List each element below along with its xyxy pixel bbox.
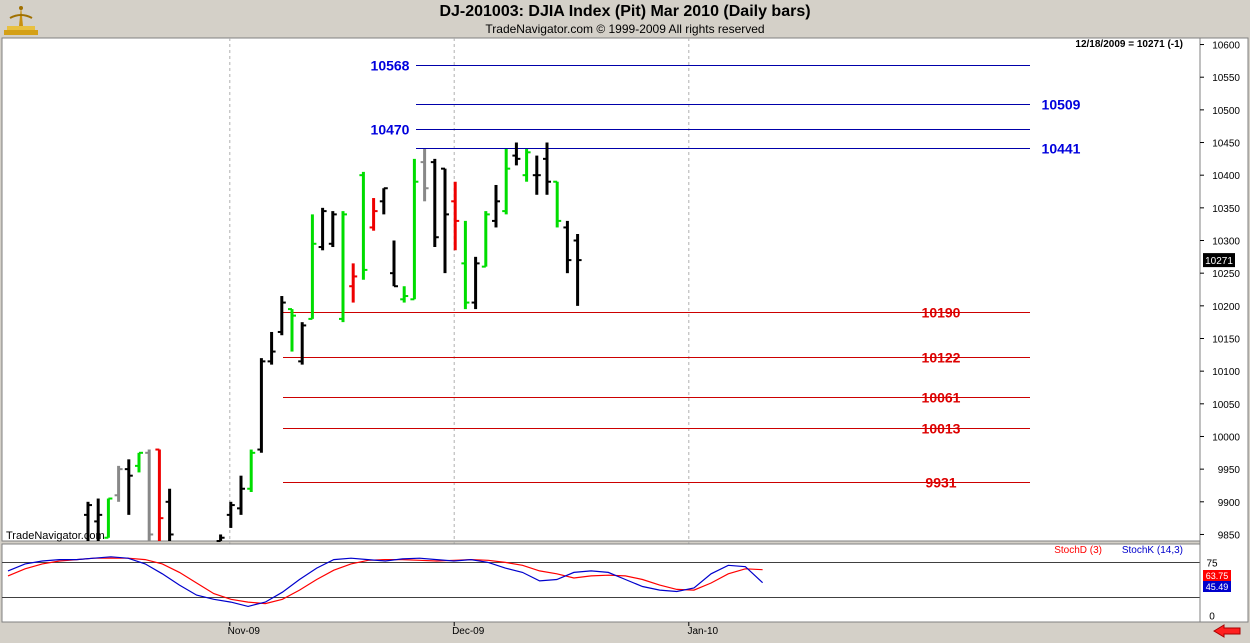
level-label: 10568 [371,58,410,74]
stoch-readout-value: 45.49 [1206,582,1229,592]
x-tick-label: Dec-09 [452,626,485,637]
stoch-series-line [7,556,764,608]
y-tick-label: 10250 [1212,269,1240,280]
price-panel[interactable]: 10568 10509 10470 10441 10190 10122 10061 10013… [1,37,1201,622]
stoch-readout-box [1203,570,1231,581]
price-plot-background [1,37,1201,542]
x-tick-label: Jan-10 [688,626,719,637]
stochastic-panel[interactable]: StochD (3) StochK (14,3) [1,543,1201,623]
y-tick-label: 10100 [1212,367,1240,378]
y-tick-label: 9900 [1218,498,1241,509]
y-tick-label: 10000 [1212,432,1240,443]
last-price-box [1203,253,1235,268]
level-label: 10061 [922,390,961,406]
y-axis-background [1199,37,1249,623]
y-tick-label: 10600 [1212,41,1240,52]
stoch-series-line [7,557,763,605]
y-tick-label: 9950 [1218,465,1241,476]
last-price-label: 10271 [1205,256,1233,267]
level-label: 10509 [1042,97,1081,113]
level-label: 9931 [925,475,956,491]
stoch-axis-label: 0 [1209,612,1215,623]
y-tick-label: 10500 [1212,106,1240,117]
level-label: 10441 [1042,141,1081,157]
stoch-readout-value: 63.75 [1206,571,1229,581]
stoch-legend-entry: StochD (3) [1054,545,1102,556]
watermark-text: TradeNavigator.com [6,530,105,542]
y-tick-label: 10400 [1212,171,1240,182]
y-tick-label: 10200 [1212,302,1240,313]
stoch-plot-background [1,543,1201,623]
y-tick-label: 10050 [1212,400,1240,411]
stoch-readout-box [1203,581,1231,592]
axes: Nov-09 Dec-09 Jan-10 9850 9900 9950 10000 10050… [228,37,1249,637]
chart-subtitle: TradeNavigator.com © 1999-2009 All right… [485,22,765,36]
y-tick-label: 10550 [1212,73,1240,84]
chart-title: DJ-201003: DJIA Index (Pit) Mar 2010 (Da… [439,3,811,20]
level-label: 10190 [922,305,961,321]
y-tick-label: 10350 [1212,204,1240,215]
y-tick-label: 9850 [1218,530,1241,541]
last-value-readout: 12/18/2009 = 10271 (-1) [1075,39,1183,50]
y-tick-label: 10150 [1212,334,1240,345]
scroll-left-arrow-icon[interactable] [1212,624,1242,638]
chart-header: DJ-201003: DJIA Index (Pit) Mar 2010 (Da… [0,0,1250,38]
level-label: 10470 [371,122,410,138]
level-label: 10122 [922,350,961,366]
y-tick-label: 10300 [1212,237,1240,248]
trade-navigator-logo-icon [4,6,38,35]
stoch-legend-entry: StochK (14,3) [1122,545,1183,556]
level-label: 10013 [922,421,961,437]
y-tick-label: 10450 [1212,139,1240,150]
stoch-axis-label: 75 [1206,559,1218,570]
x-tick-label: Nov-09 [228,626,261,637]
